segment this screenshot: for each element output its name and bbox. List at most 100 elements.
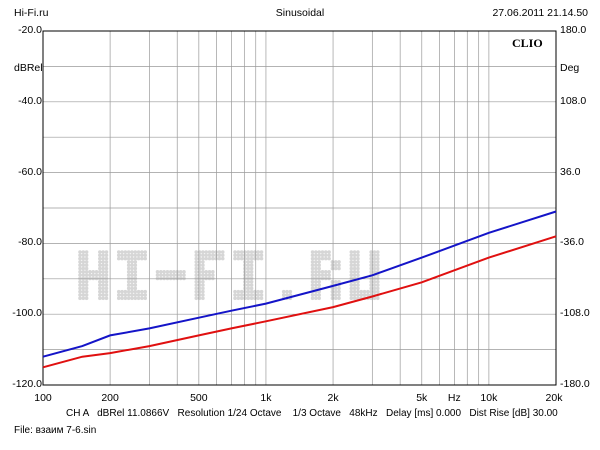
watermark-dot <box>126 270 131 274</box>
x-tick-label: 20k <box>545 392 563 404</box>
watermark-dot <box>314 253 318 258</box>
y-tick-label: -120.0 <box>12 378 42 390</box>
watermark-dot <box>352 289 357 294</box>
watermark-dot <box>253 250 257 254</box>
watermark-dot <box>101 263 105 268</box>
watermark-dot <box>337 266 341 271</box>
x-tick-label: 100 <box>34 392 52 404</box>
watermark-dot <box>246 250 251 254</box>
watermark-dot <box>243 250 247 254</box>
watermark-dot <box>104 279 109 284</box>
watermark-dot <box>249 260 254 264</box>
watermark-dots <box>78 250 380 301</box>
watermark-dot <box>98 279 102 284</box>
watermark-dot <box>81 273 86 277</box>
watermark-dot <box>330 279 335 284</box>
clio-logo: CLIO <box>512 36 543 50</box>
site-name: Hi-Fi.ru <box>14 7 49 19</box>
watermark-dot <box>352 273 357 277</box>
watermark-dot <box>366 293 370 297</box>
watermark-dot <box>349 266 354 271</box>
watermark-dot <box>126 273 131 277</box>
watermark-dot <box>214 253 218 258</box>
watermark-dot <box>239 253 244 258</box>
watermark-dot <box>285 293 289 297</box>
watermark-dot <box>78 250 82 254</box>
watermark-dot <box>330 296 335 301</box>
watermark-dot <box>84 263 89 268</box>
watermark-dot <box>236 289 241 294</box>
watermark-dot <box>130 286 134 291</box>
watermark-dot <box>133 266 138 271</box>
watermark-dot <box>256 293 260 297</box>
watermark-dot <box>143 296 148 301</box>
watermark-dot <box>356 270 360 274</box>
watermark-dot <box>101 289 105 294</box>
watermark-dot <box>249 253 254 258</box>
watermark-dot <box>159 273 163 277</box>
watermark-dot <box>104 283 109 287</box>
watermark-dot <box>84 273 89 277</box>
watermark-dot <box>243 283 247 287</box>
watermark-dot <box>327 256 331 261</box>
watermark-dot <box>104 263 109 268</box>
watermark-dot <box>288 293 293 297</box>
watermark-dot <box>352 250 357 254</box>
watermark-dot <box>201 256 205 261</box>
watermark-dot <box>155 270 160 274</box>
watermark-dot <box>101 283 105 287</box>
watermark-dot <box>314 250 318 254</box>
watermark-dot <box>362 293 367 297</box>
watermark-dot <box>249 250 254 254</box>
measurement-mode: Sinusoidal <box>275 7 325 19</box>
watermark-dot <box>314 260 318 264</box>
watermark-dot <box>349 286 354 291</box>
watermark-dot <box>133 293 138 297</box>
watermark-dot <box>317 273 321 277</box>
watermark-dot <box>243 289 247 294</box>
x-tick-label: 2k <box>327 392 339 404</box>
watermark-dot <box>130 270 134 274</box>
watermark-dot <box>136 289 141 294</box>
watermark-dot <box>330 266 335 271</box>
watermark-dot <box>136 296 141 301</box>
watermark-dot <box>201 283 205 287</box>
watermark-dot <box>349 263 354 268</box>
watermark-dot <box>317 293 321 297</box>
watermark-dot <box>352 270 357 274</box>
watermark-dot <box>84 253 89 258</box>
watermark-dot <box>101 250 105 254</box>
watermark-dot <box>352 293 357 297</box>
watermark-dot <box>314 270 318 274</box>
watermark-dot <box>236 296 241 301</box>
watermark-dot <box>194 260 199 264</box>
watermark-dot <box>207 253 212 258</box>
watermark-dot <box>116 253 121 258</box>
watermark-dot <box>317 253 321 258</box>
watermark-dot <box>317 270 321 274</box>
watermark-dot <box>233 289 237 294</box>
watermark-dot <box>281 293 286 297</box>
watermark-dot <box>281 289 286 294</box>
watermark-dot <box>101 266 105 271</box>
watermark-dot <box>81 286 86 291</box>
watermark-dot <box>327 270 331 274</box>
watermark-dot <box>120 256 124 261</box>
watermark-dot <box>201 286 205 291</box>
watermark-dot <box>133 270 138 274</box>
measurement-datetime: 27.06.2011 21.14.50 <box>492 7 588 19</box>
watermark-dot <box>243 296 247 301</box>
watermark-dot <box>349 253 354 258</box>
watermark-dot <box>120 253 124 258</box>
watermark-dot <box>194 289 199 294</box>
watermark-dot <box>120 250 124 254</box>
watermark-dot <box>197 253 202 258</box>
watermark-dot <box>78 266 82 271</box>
watermark-dot <box>98 260 102 264</box>
watermark-dot <box>317 279 321 284</box>
watermark-dot <box>236 253 241 258</box>
watermark-dot <box>333 289 338 294</box>
watermark-dot <box>98 286 102 291</box>
watermark-dot <box>249 256 254 261</box>
watermark-dot <box>78 286 82 291</box>
